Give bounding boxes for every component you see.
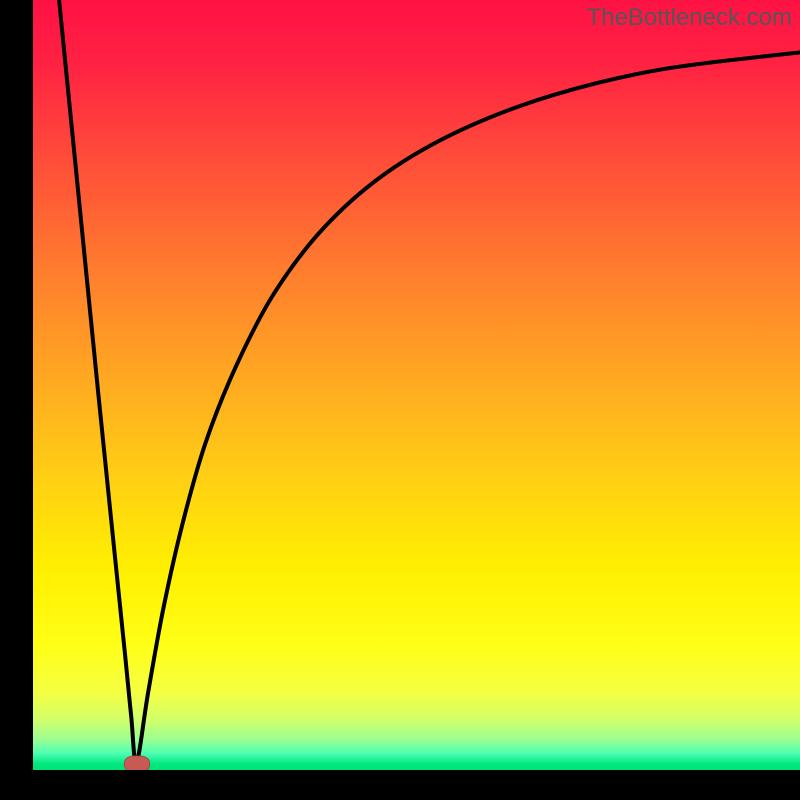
curve-layer — [33, 0, 800, 770]
chart-container: TheBottleneck.com — [0, 0, 800, 800]
watermark-text: TheBottleneck.com — [587, 4, 792, 32]
plot-area: TheBottleneck.com — [33, 0, 800, 770]
bottleneck-curve — [59, 0, 800, 763]
minimum-marker — [124, 755, 150, 770]
